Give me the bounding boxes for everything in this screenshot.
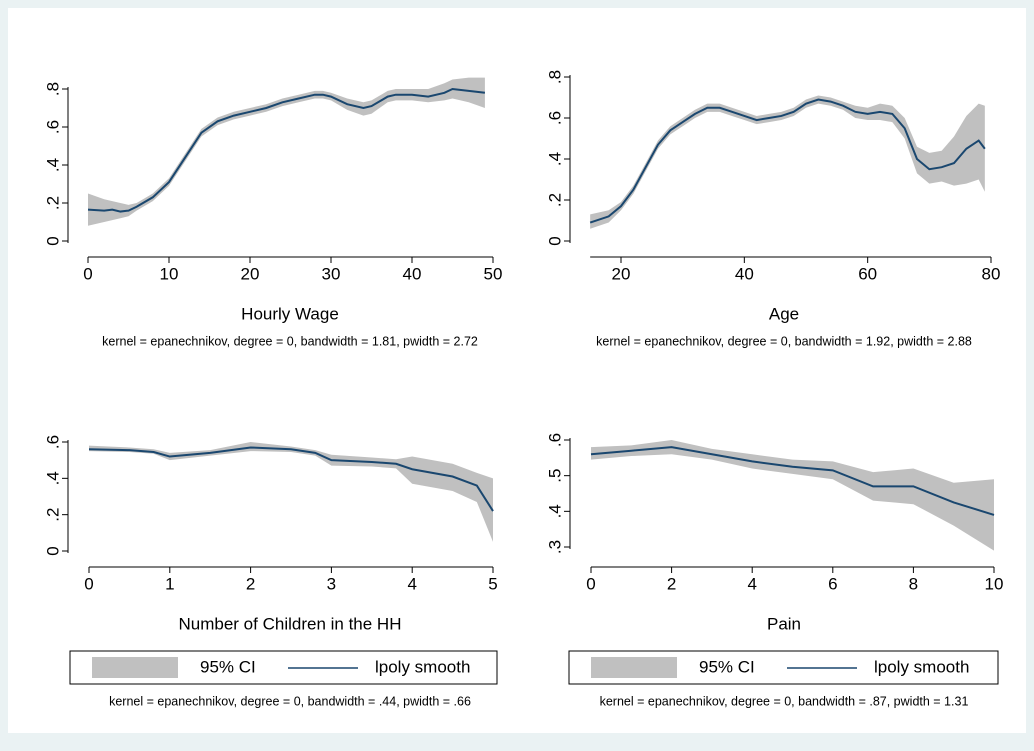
x-tick-label: 60: [858, 264, 877, 283]
x-tick-label: 5: [488, 574, 497, 593]
legend-swatch: [591, 657, 677, 678]
note: kernel = epanechnikov, degree = 0, bandw…: [596, 334, 972, 348]
y-tick-label: .6: [43, 435, 62, 449]
x-tick-label: 0: [586, 574, 595, 593]
x-tick-label: 20: [241, 264, 260, 283]
x-tick-label: 40: [735, 264, 754, 283]
legend-label: 95% CI: [200, 657, 256, 676]
x-tick-label: 30: [322, 264, 341, 283]
x-tick-label: 4: [747, 574, 756, 593]
x-tick-label: 50: [484, 264, 503, 283]
y-tick-label: .4: [43, 471, 62, 485]
note: kernel = epanechnikov, degree = 0, bandw…: [102, 334, 478, 348]
smooth-line: [88, 446, 494, 512]
x-tick-label: 0: [83, 264, 92, 283]
x-tick-label: 20: [612, 264, 631, 283]
note: kernel = epanechnikov, degree = 0, bandw…: [600, 694, 969, 708]
legend-label: lpoly smooth: [874, 657, 969, 676]
x-axis-label: Hourly Wage: [241, 304, 339, 323]
x-tick-label: 8: [909, 574, 918, 593]
y-tick-label: .8: [545, 70, 564, 84]
x-tick-label: 1: [165, 574, 174, 593]
y-tick-label: .2: [545, 193, 564, 207]
smooth-line: [590, 446, 995, 516]
y-tick-label: .2: [43, 196, 62, 210]
x-tick-label: 2: [667, 574, 676, 593]
x-tick-label: 10: [985, 574, 1004, 593]
legend-swatch: [92, 657, 178, 678]
x-tick-label: 2: [246, 574, 255, 593]
x-axis-label: Pain: [767, 614, 801, 633]
plot-region: [8, 8, 1026, 733]
x-tick-label: 80: [982, 264, 1001, 283]
y-tick-label: 0: [545, 236, 564, 245]
y-tick-label: .8: [43, 82, 62, 96]
smooth-line: [87, 87, 486, 213]
x-tick-label: 4: [407, 574, 416, 593]
y-tick-label: .6: [545, 433, 564, 447]
x-tick-label: 40: [403, 264, 422, 283]
y-tick-label: .4: [545, 504, 564, 518]
y-tick-label: 0: [43, 546, 62, 555]
y-tick-label: .4: [43, 158, 62, 172]
y-tick-label: .6: [545, 111, 564, 125]
x-tick-label: 6: [828, 574, 837, 593]
x-axis-label: Number of Children in the HH: [179, 614, 402, 633]
x-tick-label: 0: [84, 574, 93, 593]
y-tick-label: 0: [43, 236, 62, 245]
y-tick-label: .2: [43, 508, 62, 522]
x-tick-label: 3: [327, 574, 336, 593]
note: kernel = epanechnikov, degree = 0, bandw…: [109, 694, 471, 708]
y-tick-label: .6: [43, 120, 62, 134]
legend-label: lpoly smooth: [375, 657, 470, 676]
y-tick-label: .5: [545, 469, 564, 483]
x-tick-label: 10: [160, 264, 179, 283]
ci-band: [89, 442, 493, 542]
smooth-line: [589, 98, 986, 224]
y-tick-label: .3: [545, 540, 564, 554]
legend-label: 95% CI: [699, 657, 755, 676]
y-tick-label: .4: [545, 152, 564, 166]
x-axis-label: Age: [769, 304, 799, 323]
